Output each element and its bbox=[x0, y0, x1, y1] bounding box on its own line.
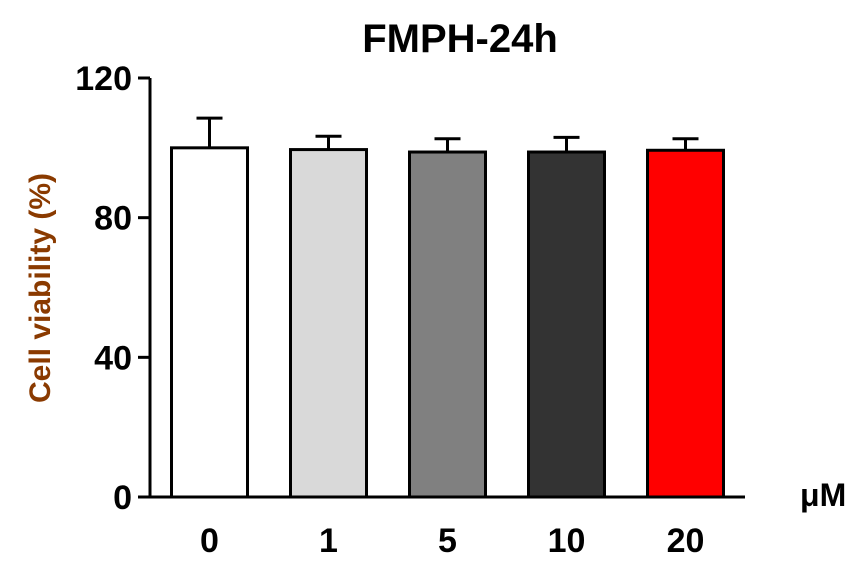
bar bbox=[527, 150, 606, 499]
bars-group bbox=[170, 146, 725, 499]
x-tick-label: 20 bbox=[667, 522, 705, 560]
error-bars-group bbox=[196, 116, 699, 153]
x-tick-label: 0 bbox=[200, 522, 219, 560]
y-tick-label: 80 bbox=[94, 200, 132, 238]
y-tick-label: 40 bbox=[94, 339, 132, 377]
x-tick-label: 1 bbox=[319, 522, 338, 560]
x-tick-label: 10 bbox=[548, 522, 586, 560]
bar bbox=[408, 150, 487, 499]
y-tick-label: 0 bbox=[113, 479, 132, 517]
chart-title: FMPH-24h bbox=[362, 17, 558, 61]
y-axis-label: Cell viability (%) bbox=[24, 173, 57, 403]
bar bbox=[170, 146, 249, 499]
bar bbox=[289, 148, 368, 499]
bar bbox=[646, 148, 725, 499]
y-tick-label: 120 bbox=[75, 60, 132, 98]
ticks-group: 0 40 80 120 0 1 5 10 20 bbox=[75, 60, 704, 560]
x-axis-unit: μM bbox=[800, 477, 846, 513]
x-tick-label: 5 bbox=[438, 522, 457, 560]
